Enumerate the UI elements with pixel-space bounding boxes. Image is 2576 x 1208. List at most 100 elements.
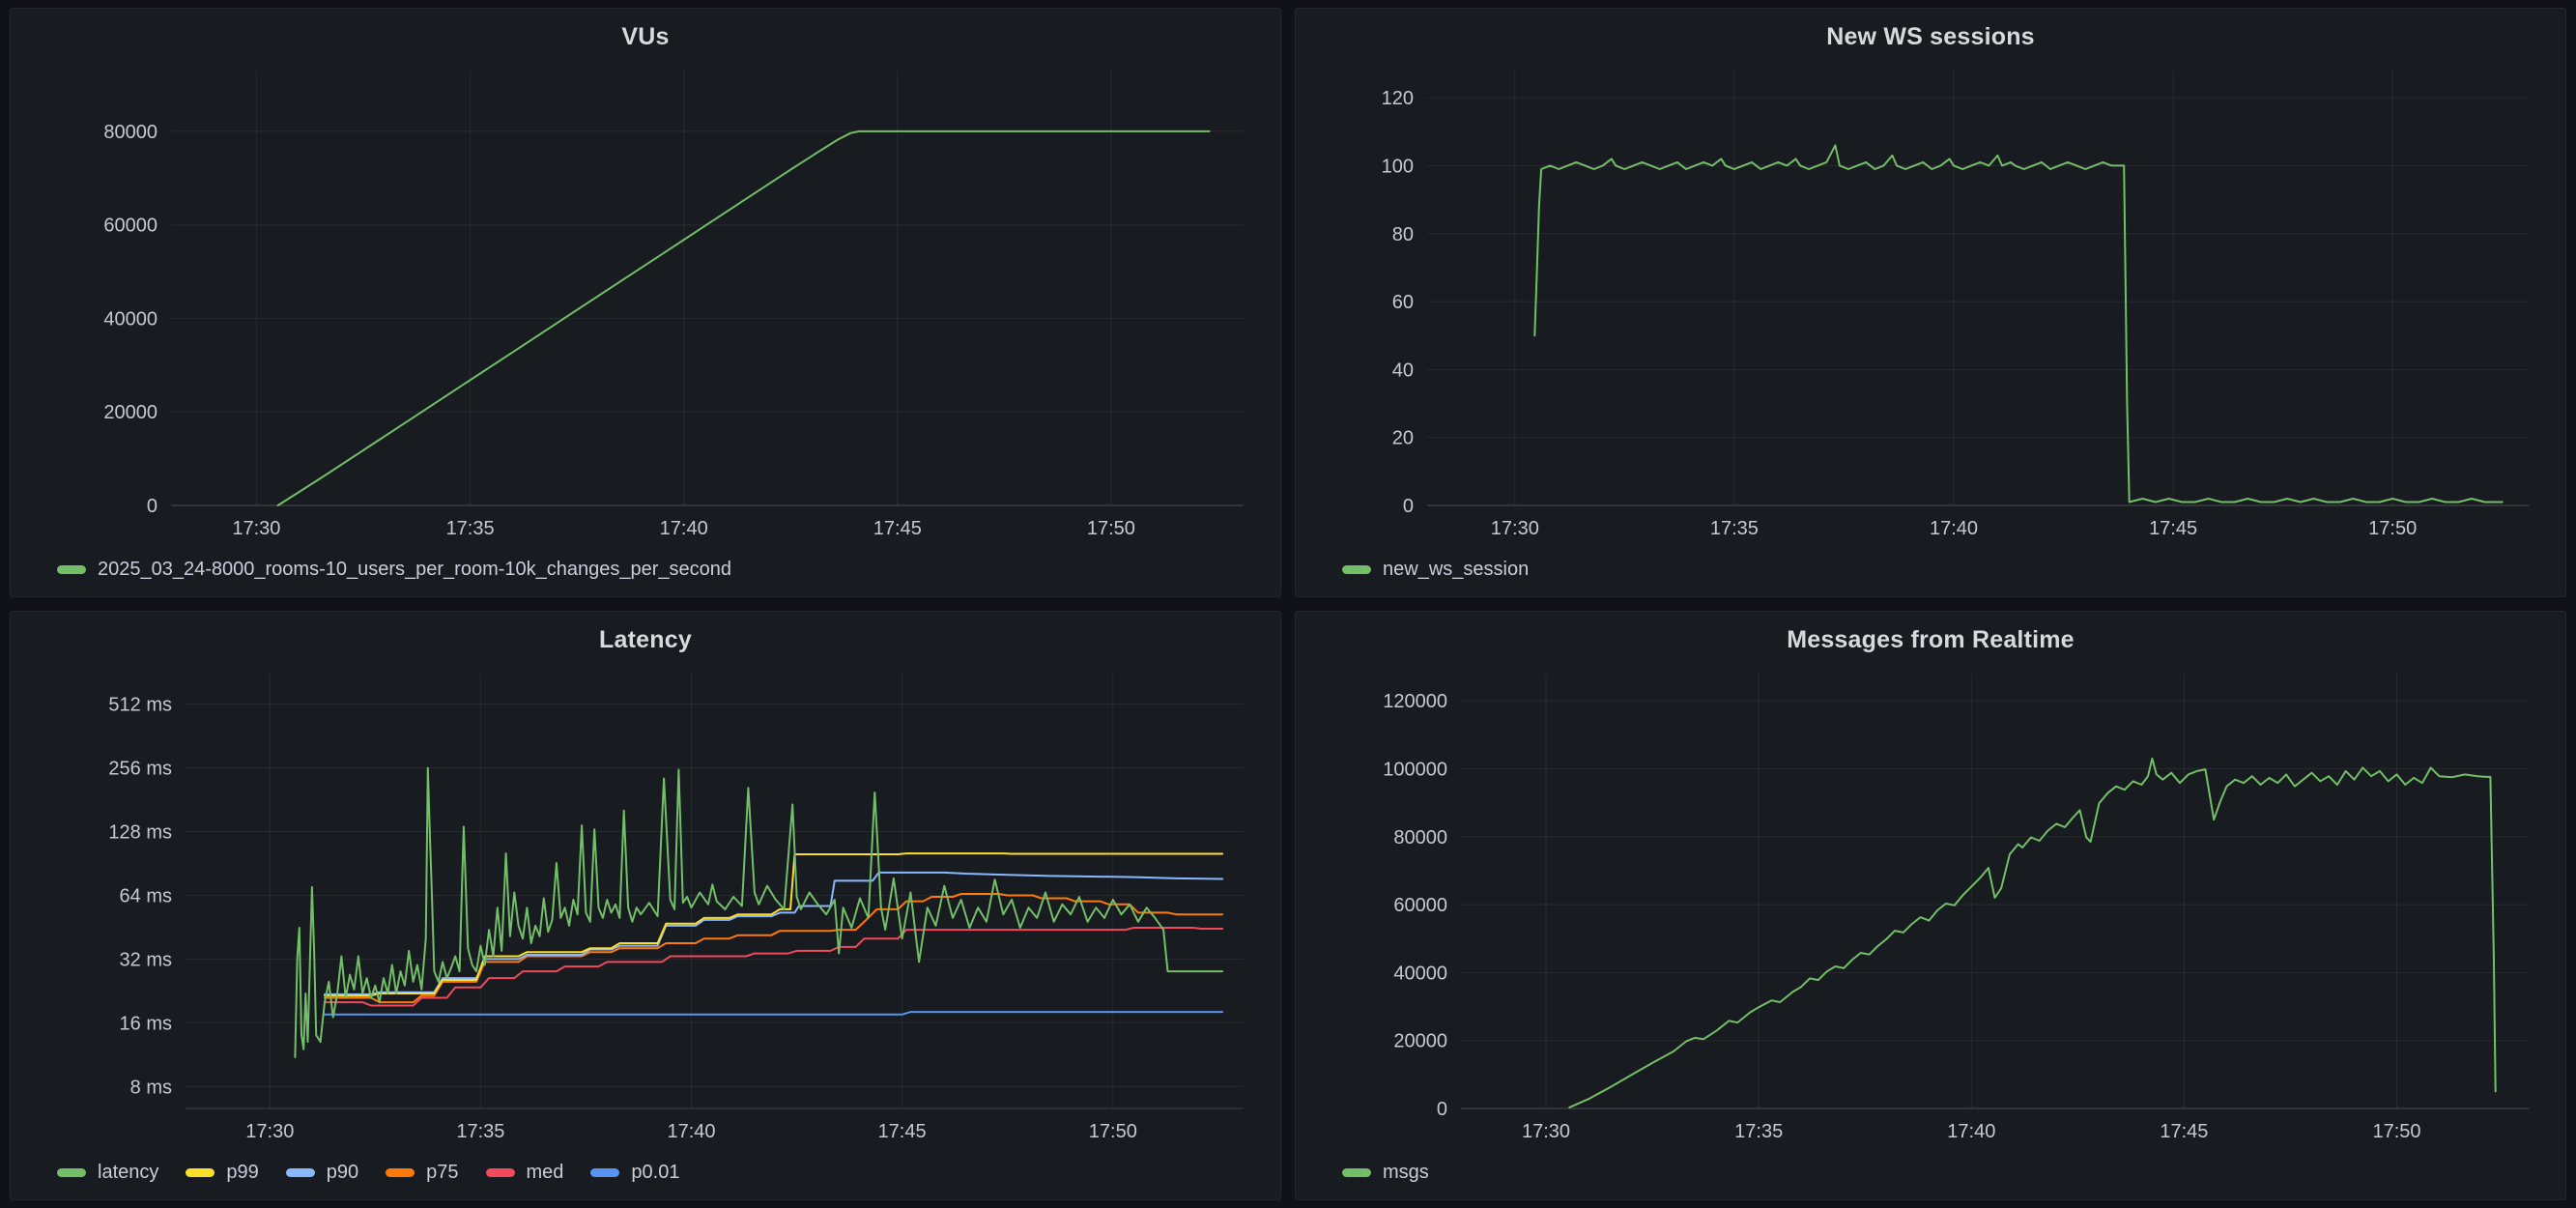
series-line [1568,757,2497,1108]
x-tick-label: 17:30 [232,518,280,539]
legend-label: p90 [326,1161,359,1183]
y-tick-label: 20 [1392,428,1414,449]
panel-title-vus[interactable]: VUs [621,22,670,50]
legend-label: p0.01 [631,1161,680,1183]
panel-latency: Latency 8 ms 16 ms 32 ms 64 ms 128 ms 256 ms 5… [10,611,1281,1200]
y-tick-label: 120 [1382,88,1414,109]
messages-chart[interactable]: 0 20000 40000 60000 80000 100000 120000 17:30 17… [1311,662,2550,1151]
series-line [294,766,1224,1058]
panel-new-ws-sessions: New WS sessions 0 20 40 60 80 100 120 17:30 17:3… [1295,8,2566,597]
latency-legend: latency p99 p90 p75 med p0.01 [26,1151,1265,1192]
x-tick-label: 17:50 [2372,1121,2420,1142]
vus-chart[interactable]: 0 20000 40000 60000 80000 17:30 17:35 17:40 17:4… [26,59,1265,548]
vus-chart-area: 0 20000 40000 60000 80000 17:30 17:35 17:40 17:4… [26,59,1265,548]
y-tick-label: 256 ms [108,759,172,780]
panel-title-new-ws-sessions[interactable]: New WS sessions [1826,22,2035,50]
y-tick-label: 40 [1392,360,1414,381]
series-color-swatch [57,1167,86,1177]
messages-chart-area: 0 20000 40000 60000 80000 100000 120000 17:30 17… [1311,662,2550,1151]
legend-item[interactable]: 2025_03_24-8000_rooms-10_users_per_room-… [57,559,731,581]
vus-legend: 2025_03_24-8000_rooms-10_users_per_room-… [26,548,1265,589]
panel-messages-from-realtime: Messages from Realtime 0 20000 40000 60000 8… [1295,611,2566,1200]
panel-title-messages[interactable]: Messages from Realtime [1787,625,2075,653]
y-tick-label: 80000 [103,122,157,143]
x-tick-label: 17:45 [2149,518,2197,539]
legend-label: med [526,1161,564,1183]
series-line [324,927,1224,1007]
legend-item[interactable]: new_ws_session [1342,559,1529,581]
x-tick-label: 17:30 [245,1121,294,1142]
series-color-swatch [285,1167,315,1177]
series-color-swatch [186,1167,215,1177]
legend-label: p75 [426,1161,459,1183]
x-tick-label: 17:35 [456,1121,504,1142]
series-color-swatch [590,1167,620,1177]
y-tick-label: 128 ms [108,822,172,844]
x-tick-label: 17:40 [1947,1121,1995,1142]
x-tick-label: 17:50 [2368,518,2417,539]
legend-label: new_ws_session [1383,558,1530,580]
series-color-swatch [386,1167,415,1177]
legend-label: p99 [226,1161,259,1183]
y-tick-label: 120000 [1383,691,1447,712]
legend-label: 2025_03_24-8000_rooms-10_users_per_room-… [98,558,732,580]
x-tick-label: 17:45 [878,1121,927,1142]
y-tick-label: 64 ms [120,886,172,907]
y-tick-label: 0 [1437,1099,1447,1120]
y-tick-label: 100000 [1383,759,1447,780]
x-tick-label: 17:45 [2160,1121,2208,1142]
series-color-swatch [485,1167,515,1177]
legend-item[interactable]: med [485,1161,564,1184]
y-tick-label: 40000 [103,309,157,331]
y-tick-label: 8 ms [130,1077,172,1098]
y-tick-label: 0 [147,496,157,517]
series-line [324,852,1224,997]
latency-chart-area: 8 ms 16 ms 32 ms 64 ms 128 ms 256 ms 512 ms 17:… [26,662,1265,1151]
y-tick-label: 20000 [1393,1031,1447,1052]
legend-item[interactable]: p75 [386,1161,459,1184]
y-tick-label: 20000 [103,402,157,423]
y-tick-label: 80 [1392,224,1414,245]
panel-title-latency[interactable]: Latency [599,625,692,653]
messages-legend: msgs [1311,1151,2550,1192]
legend-item[interactable]: p99 [186,1161,259,1184]
legend-item[interactable]: msgs [1342,1162,1429,1184]
series-color-swatch [1342,564,1371,574]
x-tick-label: 17:35 [1710,518,1759,539]
x-tick-label: 17:50 [1089,1121,1137,1142]
x-tick-label: 17:35 [1734,1121,1783,1142]
series-line [324,893,1224,1004]
x-tick-label: 17:50 [1087,518,1135,539]
series-line [276,129,1211,506]
legend-item[interactable]: p0.01 [590,1162,679,1184]
legend-label: latency [98,1161,159,1183]
latency-chart[interactable]: 8 ms 16 ms 32 ms 64 ms 128 ms 256 ms 512 ms 17:… [26,662,1265,1151]
y-tick-label: 60000 [103,216,157,237]
y-tick-label: 40000 [1393,963,1447,984]
x-tick-label: 17:40 [667,1121,715,1142]
y-tick-label: 100 [1382,156,1414,177]
x-tick-label: 17:30 [1491,518,1539,539]
new-ws-sessions-chart-area: 0 20 40 60 80 100 120 17:30 17:35 17:40 17:45 17:50 [1311,59,2550,548]
x-tick-label: 17:35 [446,518,495,539]
series-line [1533,144,2504,503]
y-tick-label: 16 ms [120,1013,172,1034]
y-tick-label: 60000 [1393,895,1447,916]
y-tick-label: 32 ms [120,949,172,970]
legend-label: msgs [1383,1161,1429,1183]
x-tick-label: 17:30 [1522,1121,1570,1142]
series-line [324,1011,1224,1016]
new-ws-sessions-legend: new_ws_session [1311,548,2550,589]
y-tick-label: 60 [1392,292,1414,313]
x-tick-label: 17:45 [873,518,922,539]
series-color-swatch [57,564,86,574]
legend-item[interactable]: latency [57,1162,158,1184]
y-tick-label: 512 ms [108,695,172,716]
legend-item[interactable]: p90 [285,1161,359,1184]
x-tick-label: 17:40 [660,518,708,539]
series-color-swatch [1342,1167,1371,1177]
new-ws-sessions-chart[interactable]: 0 20 40 60 80 100 120 17:30 17:35 17:40 17:45 17:50 [1311,59,2550,548]
x-tick-label: 17:40 [1930,518,1978,539]
y-tick-label: 80000 [1393,827,1447,848]
